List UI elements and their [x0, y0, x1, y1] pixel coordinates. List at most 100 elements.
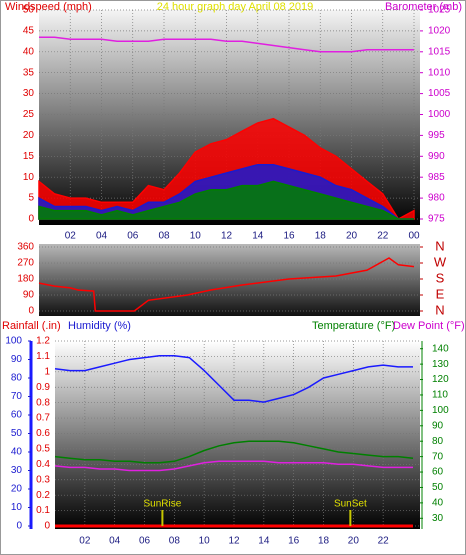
y-tick-label: 0.2: [36, 490, 50, 501]
y3-tick-label: 100: [5, 336, 22, 347]
y-tick-label: 10: [23, 172, 35, 183]
y3-tick-label: 70: [11, 391, 23, 402]
y2-tick-label: 1025: [428, 5, 451, 16]
y-tick-label: 0.5: [36, 444, 50, 455]
y2-tick-label: 40: [432, 498, 444, 509]
y3-tick-label: 30: [11, 465, 23, 476]
x-tick-label: 14: [252, 231, 264, 242]
series-line: [38, 257, 415, 312]
series-line: [39, 36, 414, 53]
y2-tick-label: N: [435, 302, 444, 317]
y-tick-label: 360: [17, 242, 34, 253]
x-tick-label: 16: [283, 231, 295, 242]
legend-rain: Rainfall (.in): [2, 320, 61, 332]
x-tick-label: 16: [288, 536, 300, 547]
y-tick-label: 0.7: [36, 413, 50, 424]
plot-bg: [55, 341, 420, 529]
series-line: [54, 355, 413, 403]
y-tick-label: 25: [23, 109, 35, 120]
y2-tick-label: 120: [432, 374, 449, 385]
y-tick-label: 5: [28, 193, 34, 204]
y3-tick-label: 50: [11, 428, 23, 439]
y-tick-label: 20: [23, 130, 35, 141]
y-tick-label: 0.3: [36, 474, 50, 485]
y-tick-label: 0.4: [36, 459, 50, 470]
y3-tick-label: 80: [11, 373, 23, 384]
x-tick-label: 22: [378, 536, 390, 547]
x-tick-label: 22: [377, 231, 389, 242]
y-tick-label: 270: [17, 258, 34, 269]
y-tick-label: 90: [23, 290, 35, 301]
y2-tick-label: 1010: [428, 67, 451, 78]
y-tick-label: 30: [23, 88, 35, 99]
y2-tick-label: S: [436, 270, 445, 285]
y3-tick-label: 0: [16, 521, 22, 532]
y2-tick-label: 100: [432, 405, 449, 416]
y2-tick-label: 1020: [428, 26, 451, 37]
y3-tick-label: 20: [11, 484, 23, 495]
y-tick-label: 35: [23, 67, 35, 78]
y-tick-label: 0.9: [36, 382, 50, 393]
y2-tick-label: N: [435, 238, 444, 253]
y3-tick-label: 10: [11, 502, 23, 513]
y2-label: Barometer (mb): [385, 1, 462, 13]
y-tick-label: 50: [23, 5, 35, 16]
y-tick-label: 15: [23, 151, 35, 162]
x-tick-label: 00: [408, 231, 420, 242]
plot-bg: [39, 244, 420, 316]
legend-dewpoint: Dew Point (°F): [393, 320, 465, 332]
x-tick-label: 12: [228, 536, 240, 547]
y2-tick-label: 1000: [428, 109, 451, 120]
x-tick-label: 06: [127, 231, 139, 242]
annotation: SunRise: [143, 499, 181, 510]
x-tick-label: 04: [109, 536, 121, 547]
y2-tick-label: 70: [432, 451, 444, 462]
y2-tick-label: 90: [432, 420, 444, 431]
y2-tick-label: 980: [428, 193, 445, 204]
x-tick-label: 02: [79, 536, 91, 547]
legend-temperature: Temperature (°F): [312, 320, 395, 332]
y3-tick-label: 90: [11, 354, 23, 365]
x-tick-label: 14: [258, 536, 270, 547]
x-tick-label: 18: [315, 231, 327, 242]
y-tick-label: 0.8: [36, 397, 50, 408]
y2-tick-label: 130: [432, 359, 449, 370]
y-tick-label: 0: [28, 306, 34, 317]
y2-tick-label: 985: [428, 172, 445, 183]
y-tick-label: 40: [23, 46, 35, 57]
y2-tick-label: 50: [432, 482, 444, 493]
y-tick-label: 1: [44, 366, 50, 377]
y-tick-label: 180: [17, 274, 34, 285]
y-tick-label: 45: [23, 26, 35, 37]
y2-tick-label: E: [436, 286, 445, 301]
y2-tick-label: 1015: [428, 46, 451, 57]
x-tick-label: 12: [221, 231, 233, 242]
y-label: Windspeed (mph): [5, 1, 92, 13]
x-tick-label: 20: [346, 231, 358, 242]
y2-tick-label: 1005: [428, 88, 451, 99]
y2-tick-label: 30: [432, 513, 444, 524]
x-tick-label: 02: [65, 231, 77, 242]
y-tick-label: 0.1: [36, 505, 50, 516]
chart-title: 24 hour graph day April 08 2019: [157, 1, 314, 13]
x-tick-label: 10: [190, 231, 202, 242]
y-tick-label: 0.6: [36, 428, 50, 439]
x-tick-label: 18: [318, 536, 330, 547]
x-tick-label: 10: [199, 536, 211, 547]
y2-tick-label: 110: [432, 390, 448, 401]
x-tick-label: 08: [158, 231, 170, 242]
y2-tick-label: 140: [432, 343, 449, 354]
y2-tick-label: 60: [432, 467, 444, 478]
y3-tick-label: 60: [11, 410, 23, 421]
x-tick-label: 06: [139, 536, 151, 547]
annotation: SunSet: [334, 499, 367, 510]
series-area: [38, 180, 414, 220]
y-tick-label: 0: [28, 214, 34, 225]
y3-tick-label: 40: [11, 447, 23, 458]
x-tick-label: 08: [169, 536, 181, 547]
y2-tick-label: 975: [428, 214, 445, 225]
y-tick-label: 1.2: [36, 336, 50, 347]
y2-tick-label: 80: [432, 436, 444, 447]
x-tick-label: 04: [96, 231, 108, 242]
